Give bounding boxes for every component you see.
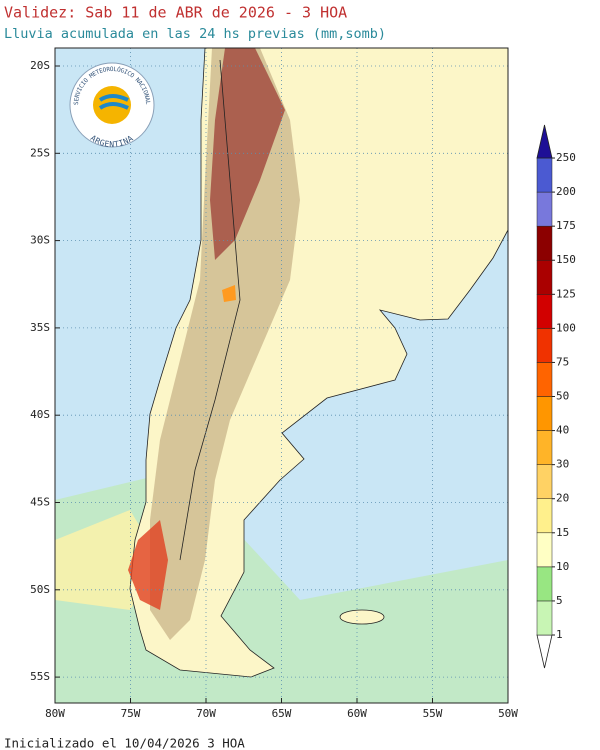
colorbar-segment — [536, 464, 553, 499]
lon-label: 55W — [423, 707, 443, 720]
lat-label: 40S — [30, 408, 50, 421]
colorbar-label: 20 — [556, 492, 569, 505]
colorbar-label: 50 — [556, 390, 569, 403]
colorbar-label: 5 — [556, 594, 563, 607]
colorbar-low — [536, 634, 553, 669]
subtitle: Lluvia acumulada en las 24 hs previas (m… — [4, 26, 386, 42]
lon-label: 80W — [45, 707, 65, 720]
colorbar-label: 30 — [556, 458, 569, 471]
colorbar-segment — [536, 396, 553, 431]
logo-wave — [98, 94, 129, 110]
lat-label: 45S — [30, 496, 50, 509]
colorbar-label: 175 — [556, 219, 576, 232]
colorbar-high — [536, 124, 553, 159]
colorbar-label: 15 — [556, 526, 569, 539]
colorbar-label: 10 — [556, 560, 569, 573]
colorbar-label: 100 — [556, 321, 576, 334]
lon-label: 65W — [272, 707, 292, 720]
colorbar-segment — [536, 328, 553, 363]
colorbar-segment — [536, 191, 553, 227]
title: Validez: Sab 11 de ABR de 2026 - 3 HOA — [4, 4, 347, 22]
lat-label: 35S — [30, 321, 50, 334]
lat-label: 20S — [30, 59, 50, 72]
colorbar-segment — [536, 362, 553, 397]
lat-label: 50S — [30, 583, 50, 596]
lat-label: 55S — [30, 670, 50, 683]
colorbar-segment — [536, 294, 553, 329]
lat-label: 30S — [30, 234, 50, 247]
colorbar-segment — [536, 225, 553, 261]
andes — [150, 48, 300, 640]
lat-label: 25S — [30, 146, 50, 159]
colorbar-label: 125 — [556, 287, 576, 300]
lon-label: 75W — [121, 707, 141, 720]
lon-label: 70W — [196, 707, 216, 720]
footer: Inicializado el 10/04/2026 3 HOA — [4, 736, 245, 750]
colorbar-segment — [536, 498, 553, 534]
lon-label: 60W — [347, 707, 367, 720]
rain-cell — [222, 285, 236, 302]
rain-heavy — [128, 520, 168, 610]
map — [55, 48, 508, 703]
colorbar-segment — [536, 600, 553, 636]
axes: 20S 25S 30S 35S 40S 45S 50S 55S 80W 75W 70W 65W 60W 5… — [30, 59, 518, 720]
colorbar-segment — [536, 566, 553, 602]
islands — [339, 609, 385, 625]
logo: SERVICIO METEOROLÓGICO NACIONAL ARGENTIN… — [69, 62, 155, 149]
colorbar-label: 1 — [556, 628, 563, 641]
border — [179, 59, 241, 561]
colorbar-segment — [536, 430, 553, 465]
colorbar-label: 200 — [556, 185, 576, 198]
andes-high — [210, 48, 285, 260]
colorbar-label: 40 — [556, 424, 569, 437]
colorbar-segment — [536, 157, 553, 193]
colorbar-label: 250 — [556, 151, 576, 164]
colorbar-label: 150 — [556, 253, 576, 266]
colorbar-segment — [536, 259, 553, 295]
colorbar-label: 75 — [556, 355, 569, 368]
colorbar-segment — [536, 532, 553, 568]
lon-label: 50W — [498, 707, 518, 720]
